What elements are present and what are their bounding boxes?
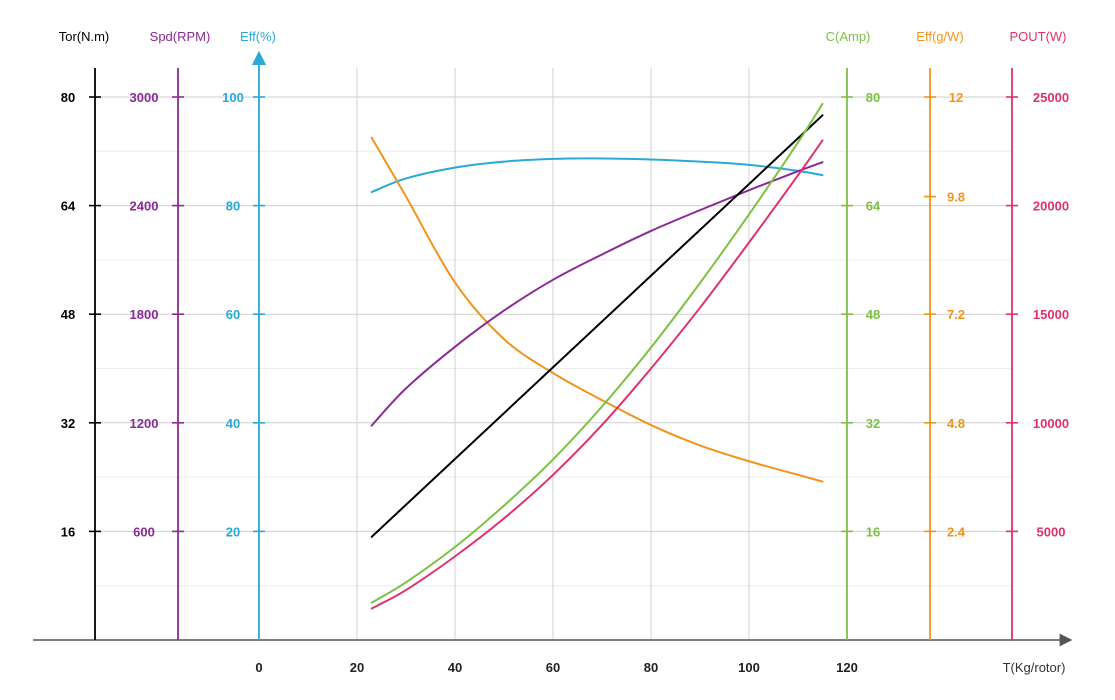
labels: 0 20 40 60 80 100 120 T(Kg/rotor) Tor(N.m) 80 64 48… [59,29,1069,675]
x-tick-label: 20 [350,660,364,675]
tor-tick-label: 16 [61,524,75,539]
cur-tick-label: 80 [866,90,880,105]
tor-tick-label: 48 [61,307,75,322]
effg-series-line [370,136,824,483]
spd-tick-label: 3000 [130,90,159,105]
tor-tick-label: 80 [61,90,75,105]
cur-tick-label: 48 [866,307,880,322]
spd-series-line [370,161,824,427]
cur-tick-label: 16 [866,524,880,539]
effg-tick-label: 9.8 [947,190,965,205]
eff-tick-label: 100 [222,90,244,105]
x-axis-title: T(Kg/rotor) [1003,660,1066,675]
tor-tick-label: 32 [61,416,75,431]
spd-axis-title: Spd(RPM) [150,29,211,44]
x-tick-label: 120 [836,660,858,675]
cur-tick-label: 64 [866,199,881,214]
x-tick-label: 60 [546,660,560,675]
spd-tick-label: 600 [133,524,155,539]
spd-tick-label: 2400 [130,199,159,214]
cur-axis-title: C(Amp) [826,29,871,44]
axes [33,50,1073,647]
eff-tick-label: 80 [226,199,240,214]
eff-axis-title: Eff(%) [240,29,276,44]
eff-series-line [370,157,824,194]
eff-tick-label: 40 [226,416,240,431]
x-tick-label: 40 [448,660,462,675]
grid [95,68,1012,640]
x-tick-label: 0 [255,660,262,675]
x-tick-label: 80 [644,660,658,675]
cur-series-line [370,102,824,604]
spd-tick-label: 1200 [130,416,159,431]
spd-tick-label: 1800 [130,307,159,322]
pout-tick-label: 10000 [1033,416,1069,431]
pout-tick-label: 15000 [1033,307,1069,322]
tor-tick-label: 64 [61,199,76,214]
pout-tick-label: 5000 [1037,524,1066,539]
pout-tick-label: 25000 [1033,90,1069,105]
effg-tick-label: 7.2 [947,307,965,322]
pout-tick-label: 20000 [1033,199,1069,214]
x-tick-label: 100 [738,660,760,675]
pout-series-line [370,139,824,610]
tor-series-line [370,114,824,538]
effg-tick-label: 4.8 [947,416,965,431]
tor-axis-title: Tor(N.m) [59,29,110,44]
effg-tick-label: 12 [949,90,963,105]
effg-axis-title: Eff(g/W) [916,29,963,44]
eff-tick-label: 20 [226,524,240,539]
series [370,102,824,610]
cur-tick-label: 32 [866,416,880,431]
eff-tick-label: 60 [226,307,240,322]
pout-axis-title: POUT(W) [1009,29,1066,44]
effg-tick-label: 2.4 [947,524,966,539]
